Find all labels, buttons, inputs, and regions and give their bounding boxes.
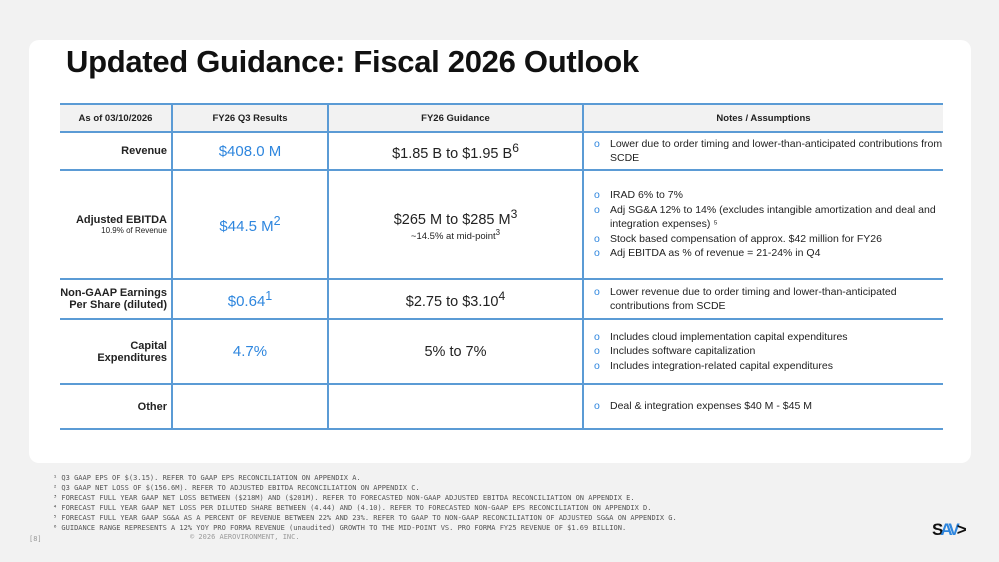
guidance-value: $1.85 B to $1.95 B xyxy=(392,145,513,162)
footnote-ref: 3 xyxy=(495,227,501,237)
notes-cell: Lower revenue due to order timing and lo… xyxy=(582,278,943,320)
row-label-cell: Non-GAAP Earnings Per Share (diluted) xyxy=(60,278,172,320)
table-row: Capital Expenditures 4.7% 5% to 7% Inclu… xyxy=(60,318,943,385)
header-date: As of 03/10/2026 xyxy=(60,103,172,133)
result-cell: $44.5 M2 xyxy=(171,169,328,280)
page-title: Updated Guidance: Fiscal 2026 Outlook xyxy=(66,44,639,79)
table-row: Adjusted EBITDA 10.9% of Revenue $44.5 M2… xyxy=(60,169,943,280)
footnote: ¹ Q3 GAAP EPS OF $(3.15). REFER TO GAAP … xyxy=(53,474,361,482)
table-row: Other Deal & integration expenses $40 M … xyxy=(60,383,943,430)
note-item: Deal & integration expenses $40 M - $45 … xyxy=(590,399,943,414)
notes-list: Deal & integration expenses $40 M - $45 … xyxy=(590,399,943,414)
guidance-value: $265 M to $285 M xyxy=(393,211,511,228)
row-label-cell: Revenue xyxy=(60,131,172,171)
note-item: Lower due to order timing and lower-than… xyxy=(590,137,943,166)
notes-list: Lower revenue due to order timing and lo… xyxy=(590,285,943,314)
row-label: Other xyxy=(137,400,167,413)
result-cell xyxy=(171,383,328,430)
note-item: Stock based compensation of approx. $42 … xyxy=(590,232,943,247)
note-item: Includes integration-related capital exp… xyxy=(590,359,943,374)
guidance-cell xyxy=(327,383,583,430)
company-logo: SAV> xyxy=(932,520,967,539)
footnote-ref: 6 xyxy=(512,140,519,155)
guidance-cell: 5% to 7% xyxy=(327,318,583,385)
table-row: Non-GAAP Earnings Per Share (diluted) $0… xyxy=(60,278,943,320)
row-label-cell: Adjusted EBITDA 10.9% of Revenue xyxy=(60,169,172,280)
footnote: ⁴ FORECAST FULL YEAR GAAP NET LOSS PER D… xyxy=(53,504,652,512)
note-item: Lower revenue due to order timing and lo… xyxy=(590,285,943,314)
guidance-cell: $265 M to $285 M3 ~14.5% at mid-point3 xyxy=(327,169,583,280)
guidance-value: 5% to 7% xyxy=(424,343,487,360)
notes-cell: Deal & integration expenses $40 M - $45 … xyxy=(582,383,943,430)
notes-list: Lower due to order timing and lower-than… xyxy=(590,137,943,166)
footnote-ref: 1 xyxy=(265,288,273,303)
guidance-cell: $1.85 B to $1.95 B6 xyxy=(327,131,583,171)
notes-cell: Lower due to order timing and lower-than… xyxy=(582,131,943,171)
table-header: As of 03/10/2026 FY26 Q3 Results FY26 Gu… xyxy=(60,103,943,133)
footnote: ⁵ FORECAST FULL YEAR GAAP SG&A AS A PERC… xyxy=(53,514,677,522)
row-label-cell: Capital Expenditures xyxy=(60,318,172,385)
footnotes: ¹ Q3 GAAP EPS OF $(3.15). REFER TO GAAP … xyxy=(53,473,677,533)
notes-cell: IRAD 6% to 7%Adj SG&A 12% to 14% (exclud… xyxy=(582,169,943,280)
result-value: $44.5 M xyxy=(219,218,274,235)
notes-list: Includes cloud implementation capital ex… xyxy=(590,330,943,374)
footnote: ² Q3 GAAP NET LOSS OF $(156.6M). REFER T… xyxy=(53,484,420,492)
result-cell: $408.0 M xyxy=(171,131,328,171)
footnote: ⁶ GUIDANCE RANGE REPRESENTS A 12% YOY PR… xyxy=(53,524,627,532)
page-number: [8] xyxy=(29,535,42,543)
notes-cell: Includes cloud implementation capital ex… xyxy=(582,318,943,385)
note-item: Adj EBITDA as % of revenue = 21-24% in Q… xyxy=(590,246,943,261)
result-value: $408.0 M xyxy=(218,142,282,160)
row-sublabel: 10.9% of Revenue xyxy=(101,226,167,235)
footnote-ref: 4 xyxy=(498,288,506,303)
note-item: IRAD 6% to 7% xyxy=(590,188,943,203)
row-label: Capital Expenditures xyxy=(97,339,167,364)
row-label-cell: Other xyxy=(60,383,172,430)
result-cell: 4.7% xyxy=(171,318,328,385)
row-label: Adjusted EBITDA xyxy=(75,214,167,226)
table-row: Revenue $408.0 M $1.85 B to $1.95 B6 Low… xyxy=(60,131,943,171)
note-item: Adj SG&A 12% to 14% (excludes intangible… xyxy=(590,203,943,232)
guidance-table: As of 03/10/2026 FY26 Q3 Results FY26 Gu… xyxy=(60,103,943,430)
guidance-subtext: ~14.5% at mid-point xyxy=(410,230,496,242)
copyright: © 2026 AEROVIRONMENT, INC. xyxy=(190,533,300,541)
footnote: ³ FORECAST FULL YEAR GAAP NET LOSS BETWE… xyxy=(53,494,635,502)
guidance-cell: $2.75 to $3.104 xyxy=(327,278,583,320)
result-value: 4.7% xyxy=(232,343,268,360)
row-label: Revenue xyxy=(121,145,167,157)
footnote-ref: 2 xyxy=(273,214,281,228)
header-notes: Notes / Assumptions xyxy=(582,103,943,133)
footnote-ref: 3 xyxy=(510,207,518,221)
notes-list: IRAD 6% to 7%Adj SG&A 12% to 14% (exclud… xyxy=(590,188,943,261)
result-cell: $0.641 xyxy=(171,278,328,320)
row-label: Non-GAAP Earnings Per Share (diluted) xyxy=(60,287,167,311)
note-item: Includes software capitalization xyxy=(590,344,943,359)
note-item: Includes cloud implementation capital ex… xyxy=(590,330,943,345)
header-results: FY26 Q3 Results xyxy=(171,103,328,133)
header-guidance: FY26 Guidance xyxy=(327,103,583,133)
guidance-value: $2.75 to $3.10 xyxy=(405,293,499,310)
result-value: $0.64 xyxy=(227,292,266,310)
